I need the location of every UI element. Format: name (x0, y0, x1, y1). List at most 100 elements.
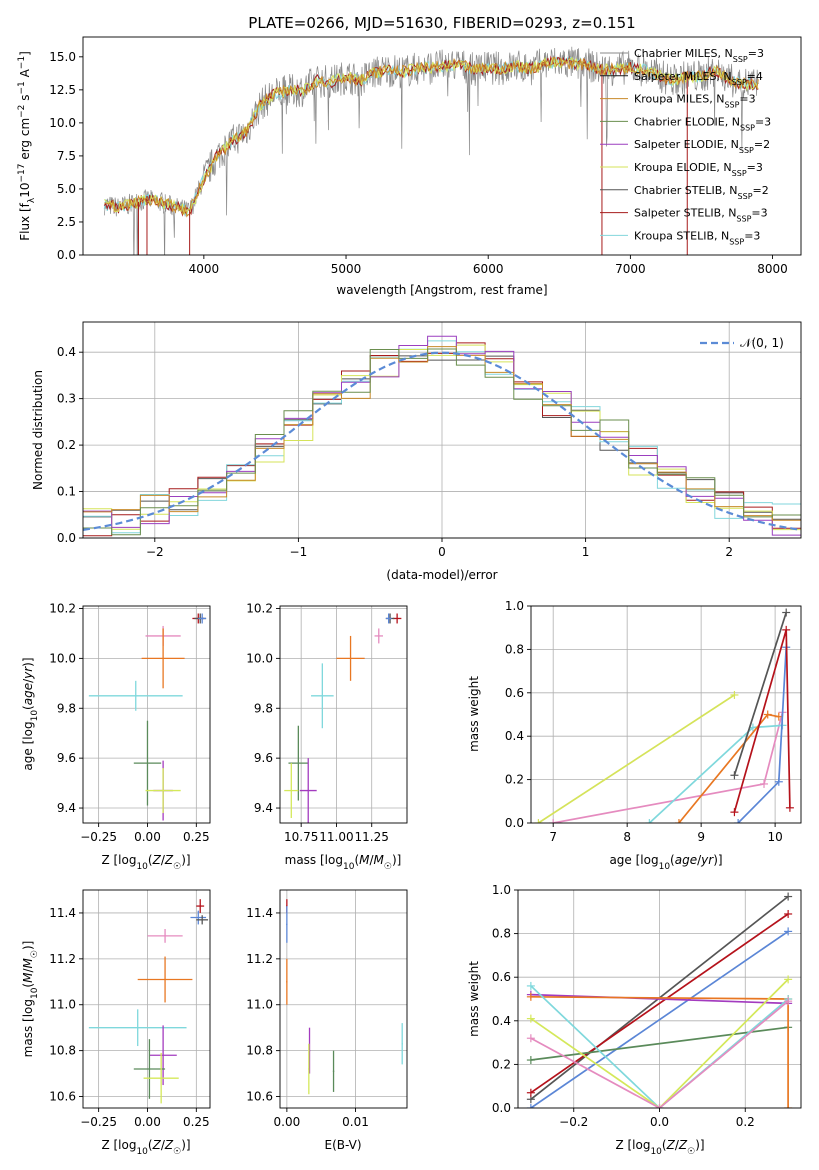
x-tick-label: 8000 (757, 262, 788, 276)
legend-sub: SSP (729, 237, 744, 246)
mass-weight-vs-z-panel: −0.2 0.0 0.2 0.0 0.2 0.4 0.6 0.8 1.0 Z [log10(Z/… (467, 883, 802, 1157)
y-tick-label: 11.0 (246, 998, 273, 1012)
legend-label: Kroupa STELIB, N (634, 229, 729, 242)
weight-line-cyan (648, 724, 783, 823)
y-tick-label: 0.8 (492, 927, 511, 941)
y-tick-label: 0.4 (505, 729, 524, 743)
weight-line-cyan (530, 985, 789, 1108)
x-tick-label: −2 (146, 545, 164, 559)
mass-weight-vs-z-xlabel: Z [log10(Z/Z☉)] (615, 1138, 704, 1157)
legend-tail: =3 (744, 229, 760, 242)
y-tick-label: 7.5 (57, 149, 76, 163)
y-tick-label: 10.2 (49, 601, 76, 615)
mass-weight-vs-age-xlabel: age [log10(age/yr)] (609, 853, 722, 872)
mass-vs-z-xlabel: Z [log10(Z/Z☉)] (101, 1138, 190, 1157)
legend-tail: =3 (739, 93, 755, 106)
p8-lines (526, 892, 793, 1108)
y-tick-label: 10.8 (246, 1044, 273, 1058)
y-tick-label: 11.0 (49, 998, 76, 1012)
spectrum-lines (103, 46, 759, 255)
x-tick-label: −0.25 (80, 830, 117, 844)
x-tick-label: 4000 (189, 262, 220, 276)
residual-xlabel: (data-model)/error (386, 568, 497, 582)
legend-tail: =3 (755, 115, 771, 128)
chart-title: PLATE=0266, MJD=51630, FIBERID=0293, z=0… (248, 14, 635, 32)
legend-tail: =3 (748, 47, 764, 60)
legend-tail: =4 (747, 70, 763, 83)
legend-entry-chabrier-stelib: Chabrier STELIB, NSSP=2 (634, 184, 769, 201)
y-tick-label: 1.0 (492, 883, 511, 897)
weight-line-kroupa-elodie (537, 694, 735, 823)
legend-entry-salpeter-elodie: Salpeter ELODIE, NSSP=2 (634, 138, 770, 155)
y-tick-label: 9.8 (57, 701, 76, 715)
x-tick-label: −0.2 (559, 1115, 588, 1129)
y-tick-label: 0.6 (505, 686, 524, 700)
mass-vs-ebv-frame (279, 889, 408, 1109)
legend-entry-chabrier-elodie: Chabrier ELODIE, NSSP=3 (634, 115, 771, 131)
legend-sub: SSP (736, 214, 751, 223)
spectrum-frame (82, 36, 802, 256)
legend-label: Kroupa MILES, N (634, 93, 724, 106)
x-tick-label: 0.2 (736, 1115, 755, 1129)
x-tick-label: 9 (697, 830, 705, 844)
legend-sub: SSP (724, 100, 739, 109)
y-tick-label: 0.0 (505, 816, 524, 830)
model-spectrum-line-kroupa-miles (104, 56, 759, 218)
weight-line-pink (530, 1000, 789, 1108)
residual-ylabel: Normed distribution (31, 370, 45, 490)
y-tick-label: 0.3 (57, 392, 76, 406)
x-tick-label: 8 (623, 830, 631, 844)
legend-label: Chabrier ELODIE, N (634, 115, 740, 128)
y-tick-label: 10.2 (246, 601, 273, 615)
legend-entry-kroupa-miles: Kroupa MILES, NSSP=3 (634, 93, 756, 110)
y-tick-label: 9.8 (254, 701, 273, 715)
legend-label: Salpeter ELODIE, N (634, 138, 739, 151)
weight-line-dark (733, 612, 788, 776)
y-tick-label: 10.6 (49, 1090, 76, 1104)
x-tick-label: 0.00 (274, 1115, 301, 1129)
y-tick-label: 0.6 (492, 970, 511, 984)
age-vs-z-ylabel: age [log10(age/yr)] (21, 657, 40, 770)
y-tick-label: 1.0 (505, 599, 524, 613)
y-tick-label: 0.0 (57, 531, 76, 545)
y-tick-label: 0.0 (57, 248, 76, 262)
residual-hist-chabrier-stelib (83, 355, 801, 520)
y-tick-label: 2.5 (57, 215, 76, 229)
mass-weight-vs-age-panel: 7 8 9 10 0.0 0.2 0.4 0.6 0.8 1.0 age [log10(age/y… (467, 599, 802, 872)
legend-label: Salpeter STELIB, N (634, 207, 736, 220)
y-tick-label: 0.4 (492, 1014, 511, 1028)
y-tick-label: 10.0 (246, 651, 273, 665)
normal-legend-label: 𝒩(0, 1) (740, 336, 784, 350)
mass-weight-vs-z-ylabel: mass weight (467, 961, 481, 1037)
y-tick-label: 5.0 (57, 182, 76, 196)
residual-hist-chabrier-elodie (83, 348, 801, 536)
mass-vs-ebv-panel: 0.00 0.01 10.6 10.8 11.0 11.2 11.4 E(B-V) (246, 889, 408, 1152)
age-vs-mass-panel: 10.75 11.00 11.25 9.4 9.6 9.8 10.0 10.2 mass [l… (246, 601, 408, 872)
weight-line-blue (530, 930, 789, 1108)
legend-sub: SSP (733, 55, 748, 64)
y-tick-label: 0.2 (57, 438, 76, 452)
y-tick-label: 10.8 (49, 1044, 76, 1058)
mass-vs-z-ylabel: mass [log10(M/M☉)] (21, 941, 40, 1058)
mass-vs-ebv-xlabel: E(B-V) (324, 1138, 361, 1152)
y-tick-label: 0.0 (492, 1101, 511, 1115)
legend-label: Kroupa ELODIE, N (634, 161, 732, 174)
legend-entry-salpeter-stelib: Salpeter STELIB, NSSP=3 (634, 207, 768, 224)
residual-panel: −2 −1 0 1 2 0.0 0.1 0.2 0.3 0.4 (data-model)/erro… (31, 321, 802, 582)
legend-entry-salpeter-miles: Salpeter MILES, NSSP=4 (634, 70, 763, 87)
age-vs-z-frame (82, 605, 211, 824)
mass-vs-z-panel: −0.25 0.00 0.25 10.6 10.8 11.0 11.2 11.4 Z [log… (21, 889, 211, 1157)
y-tick-label: 0.2 (505, 773, 524, 787)
x-tick-label: 5000 (331, 262, 362, 276)
age-vs-z-panel: −0.25 0.00 0.25 9.4 9.6 9.8 10.0 10.2 Z [log10(… (21, 601, 211, 872)
y-tick-label: 0.2 (492, 1057, 511, 1071)
legend-sub: SSP (739, 146, 754, 155)
x-tick-label: 0.25 (183, 1115, 210, 1129)
legend-tail: =2 (753, 184, 769, 197)
spectrum-panel: 4000 5000 6000 7000 8000 0.0 2.5 5.0 7.5 10.0 12.5… (17, 36, 802, 297)
weight-line-lime (530, 978, 789, 1108)
age-vs-z-xlabel: Z [log10(Z/Z☉)] (101, 853, 190, 872)
x-tick-label: 0.01 (342, 1115, 369, 1129)
